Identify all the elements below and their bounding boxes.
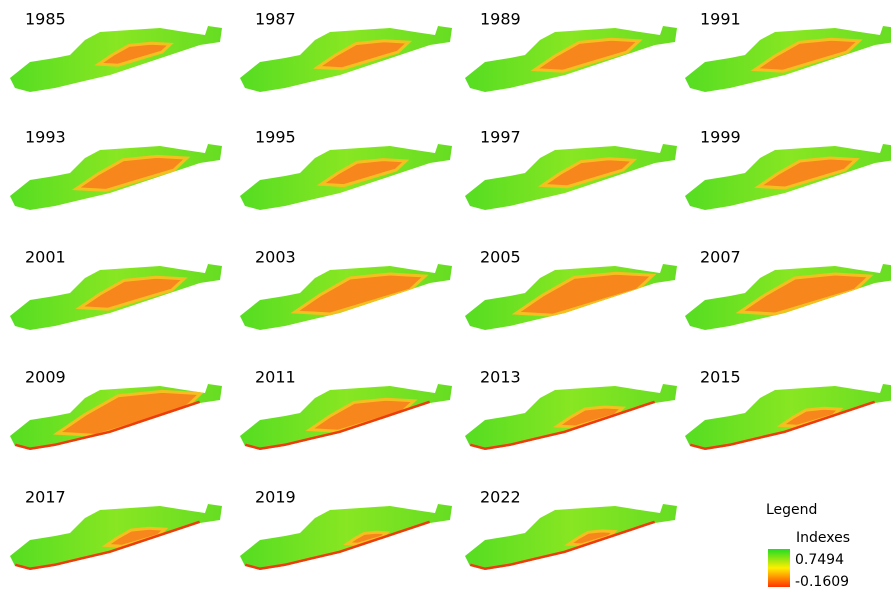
map-panel: 2003 (240, 248, 452, 331)
year-label: 2017 (25, 488, 66, 507)
map-panel: 1989 (465, 10, 677, 93)
year-label: 1999 (700, 128, 741, 147)
year-label: 2003 (255, 248, 296, 267)
map-panel: 1987 (240, 10, 452, 93)
year-label: 2009 (25, 368, 66, 387)
year-label: 2013 (480, 368, 521, 387)
map-panel: 2015 (685, 368, 891, 451)
island-base (465, 504, 677, 570)
year-label: 1997 (480, 128, 521, 147)
map-panel: 1995 (240, 128, 452, 211)
year-label: 1993 (25, 128, 66, 147)
legend: Legend Indexes 0.7494 -0.1609 (766, 502, 850, 590)
map-panel: 1991 (685, 10, 891, 93)
year-label: 2005 (480, 248, 521, 267)
legend-ramp (768, 549, 790, 587)
year-label: 2011 (255, 368, 296, 387)
legend-field: Indexes (796, 530, 850, 546)
map-panel: 2009 (10, 368, 222, 451)
panels: 1985 1987 1989 1991 1993 1995 1997 1999 2001 2003… (10, 10, 891, 571)
year-label: 2022 (480, 488, 521, 507)
year-label: 1989 (480, 10, 521, 29)
map-panel: 2007 (685, 248, 891, 331)
map-grid: 1985 1987 1989 1991 1993 1995 1997 1999 2001 2003… (0, 0, 891, 591)
map-panel: 1985 (10, 10, 222, 93)
map-panel: 2019 (240, 488, 452, 571)
island-base (685, 384, 891, 450)
map-panel: 1999 (685, 128, 891, 211)
map-panel: 1993 (10, 128, 222, 211)
map-panel: 2022 (465, 488, 677, 571)
map-panel: 2001 (10, 248, 222, 331)
map-panel: 2013 (465, 368, 677, 451)
legend-max: 0.7494 (795, 552, 844, 568)
legend-title: Legend (766, 502, 817, 518)
year-label: 1985 (25, 10, 66, 29)
year-label: 2015 (700, 368, 741, 387)
year-label: 1987 (255, 10, 296, 29)
year-label: 1991 (700, 10, 741, 29)
year-label: 2007 (700, 248, 741, 267)
map-panel: 2017 (10, 488, 222, 571)
year-label: 2019 (255, 488, 296, 507)
year-label: 2001 (25, 248, 66, 267)
island-base (240, 504, 452, 570)
year-label: 1995 (255, 128, 296, 147)
map-panel: 1997 (465, 128, 677, 211)
legend-min: -0.1609 (795, 574, 849, 590)
map-panel: 2011 (240, 368, 452, 451)
map-panel: 2005 (465, 248, 677, 331)
